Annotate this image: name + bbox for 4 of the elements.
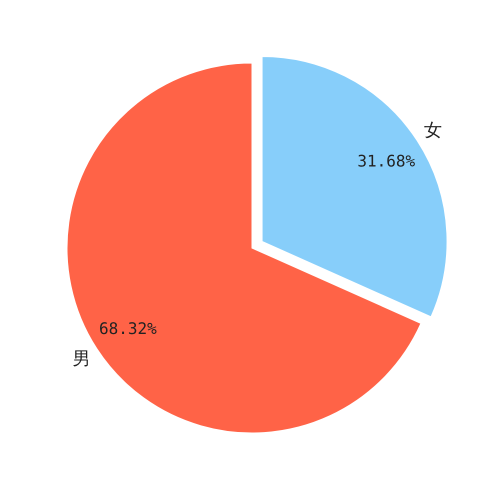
slice-label: 男 — [72, 348, 90, 370]
slice-label: 女 — [424, 120, 442, 142]
data-label: 68.32% — [98, 319, 158, 338]
data-label: 31.68% — [357, 151, 416, 170]
